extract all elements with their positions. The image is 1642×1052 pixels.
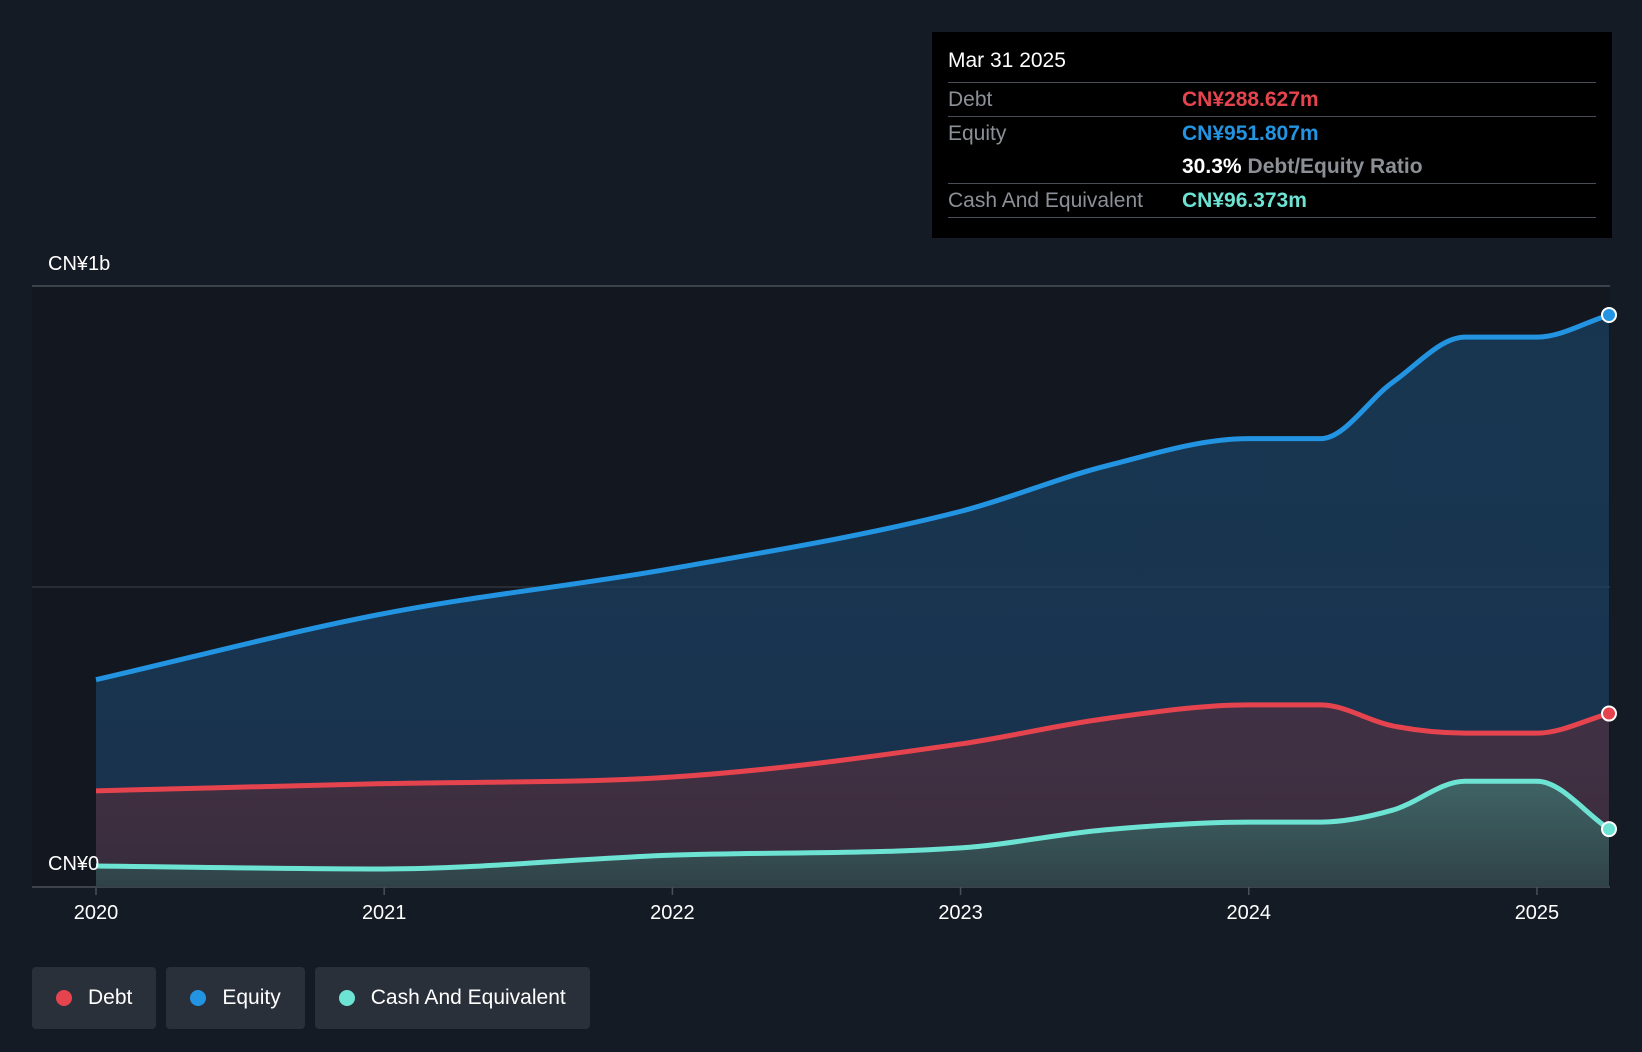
tooltip-row-ratio: 30.3% Debt/Equity Ratio (948, 150, 1596, 184)
cash-dot-icon (338, 990, 355, 1006)
legend-debt-label: Debt (88, 986, 133, 1009)
x-tick-label-2020: 2020 (74, 902, 119, 924)
cash-area (96, 781, 1609, 887)
cash-line (95, 778, 1611, 872)
equity-line (95, 312, 1610, 683)
tooltip-debt-label: Debt (948, 88, 993, 111)
legend-item-debt[interactable]: Debt (32, 967, 157, 1029)
tooltip-cash-label: Cash And Equivalent (948, 189, 1143, 212)
debt-dot-icon (56, 990, 72, 1006)
legend-cash-label: Cash And Equivalent (370, 986, 566, 1009)
tooltip-ratio: 30.3% Debt/Equity Ratio (1182, 150, 1423, 183)
tooltip-ratio-spacer (948, 150, 1182, 183)
equity-end-marker[interactable] (1601, 306, 1617, 323)
tooltip-date: Mar 31 2025 (948, 46, 1596, 83)
cash-end-marker[interactable] (1601, 821, 1617, 838)
y-tick-label-1b: CN¥1b (48, 253, 110, 275)
x-axis-ticks: 2020 2021 2022 2023 2024 2025 (74, 887, 1559, 924)
tooltip-equity-label: Equity (948, 122, 1007, 145)
x-tick-label-2024: 2024 (1227, 902, 1272, 924)
debt-end-marker[interactable] (1601, 705, 1617, 722)
x-tick-label-2023: 2023 (938, 902, 983, 924)
x-tick-label-2021: 2021 (362, 902, 407, 924)
legend: Debt Equity Cash And Equivalent (32, 967, 590, 1029)
x-tick-label-2025: 2025 (1515, 902, 1560, 924)
tooltip-debt-value: CN¥288.627m (1182, 88, 1319, 111)
tooltip-equity-value: CN¥951.807m (1182, 122, 1319, 145)
x-tick-label-2022: 2022 (650, 902, 695, 924)
legend-item-cash[interactable]: Cash And Equivalent (314, 967, 590, 1029)
legend-equity-label: Equity (222, 986, 281, 1009)
tooltip-cash-value: CN¥96.373m (1182, 189, 1307, 212)
tooltip-ratio-value: 30.3% (1182, 155, 1242, 178)
tooltip-row-debt: Debt CN¥288.627m (948, 83, 1596, 117)
equity-dot-icon (190, 990, 207, 1006)
tooltip-ratio-label: Debt/Equity Ratio (1247, 155, 1423, 178)
y-tick-label-0: CN¥0 (48, 853, 99, 875)
tooltip-row-cash: Cash And Equivalent CN¥96.373m (948, 184, 1596, 218)
tooltip-row-equity: Equity CN¥951.807m (948, 117, 1596, 150)
legend-item-equity[interactable]: Equity (166, 967, 305, 1029)
debt-line (95, 702, 1610, 794)
tooltip-panel: Mar 31 2025 Debt CN¥288.627m Equity CN¥9… (932, 32, 1612, 238)
